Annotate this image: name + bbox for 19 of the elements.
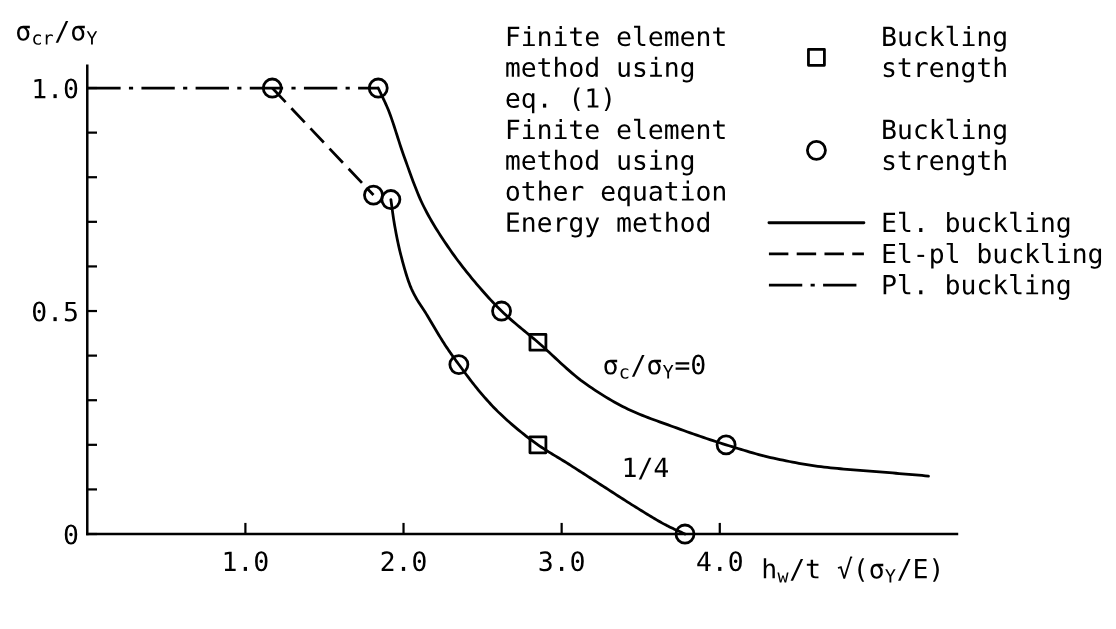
- y-tick-label: 0.5: [32, 301, 77, 322]
- x-tick-label: 1.0: [224, 551, 268, 572]
- x-tick-label: 2.0: [381, 551, 426, 572]
- x-axis-title: h$_{w}$/t √(σ$_{Y}$/E): [763, 556, 939, 583]
- annotation: Energy method: [507, 211, 709, 238]
- annotation: σ$_{c}$/σ$_{Y}$=0: [604, 354, 705, 379]
- legend-label: Pl. buckling: [883, 274, 1070, 300]
- legend-label: Buckling strength: [883, 118, 1006, 176]
- x-tick-label: 3.0: [539, 551, 584, 572]
- annotation: Finite element method using other equation: [506, 118, 725, 207]
- x-tick-label: 4.0: [697, 551, 742, 572]
- annotation: 1/4: [624, 457, 668, 480]
- y-tick-label: 0: [64, 524, 78, 545]
- y-axis-title: σ$_{cr}$/σ$_{Y}$: [17, 21, 98, 45]
- y-tick-label: 1.0: [34, 78, 78, 99]
- annotation: Finite element method using eq. (1): [506, 25, 725, 114]
- legend-label: El-pl buckling: [883, 242, 1102, 269]
- legend-label: El. buckling: [883, 211, 1070, 238]
- legend-label: Buckling strength: [883, 25, 1006, 83]
